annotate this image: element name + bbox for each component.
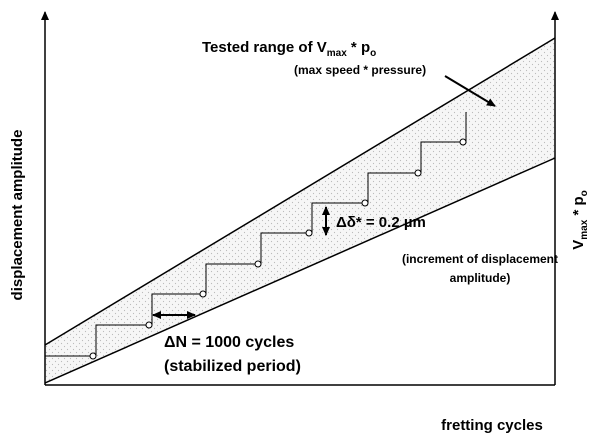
delta-delta-note: (increment of displacement [402, 252, 558, 266]
delta-delta: Δδ* = 0.2 µm [336, 214, 426, 231]
axes [41, 11, 559, 386]
delta-n: ΔN = 1000 cycles [164, 334, 294, 351]
shaded-range [45, 38, 555, 383]
staircase [45, 112, 467, 360]
delta-n-note: (stabilized period) [164, 358, 301, 375]
arrows [152, 75, 496, 319]
subtitle: (max speed * pressure) [294, 63, 426, 77]
title: Tested range of Vmax * po [202, 39, 376, 59]
x-axis-label: fretting cycles [441, 417, 543, 434]
y-axis-label: displacement amplitude [9, 130, 26, 301]
delta-delta-note: amplitude) [450, 271, 511, 285]
right-axis-label: Vmax * po [570, 190, 590, 249]
